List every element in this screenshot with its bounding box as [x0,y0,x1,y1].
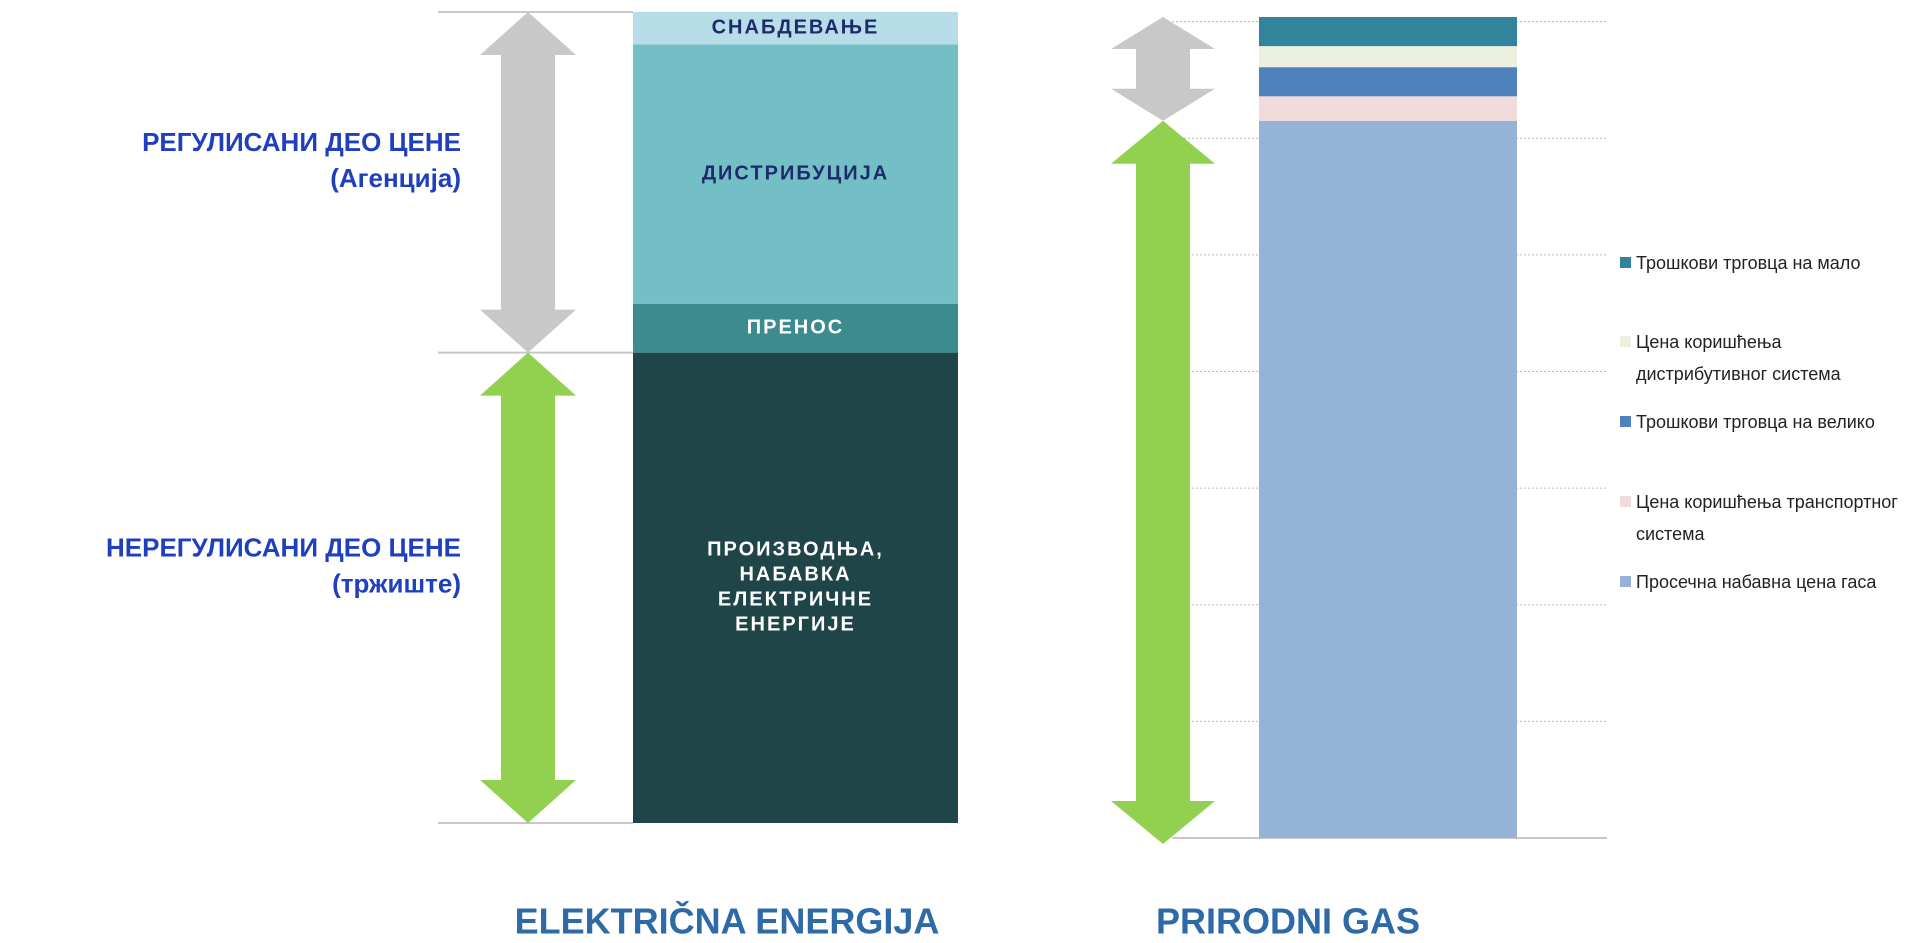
arrow [480,12,576,353]
chart-title: PRIRODNI GAS [1156,901,1420,942]
legend-item: Цена коришћења транспортног система [1620,486,1914,550]
legend-swatch [1620,576,1631,587]
legend-item: Трошкови трговца на велико [1620,406,1914,438]
legend-swatch [1620,416,1631,427]
legend-label: Цена коришћења дистрибутивног система [1636,332,1841,384]
bar-segment [633,44,958,304]
annotation: РЕГУЛИСАНИ ДЕО ЦЕНЕ [142,127,461,157]
annotation-sub: (Агенција) [330,163,461,193]
bar-segment [633,12,958,45]
arrow [1111,16,1215,121]
legend-label: Просечна набавна цена гаса [1636,572,1877,592]
segment-label: ПРЕНОС [747,317,845,339]
legend-swatch [1620,496,1631,507]
bar-segment [633,303,958,353]
segment-label: ДИСТРИБУЦИЈА [702,162,889,184]
arrow [1111,120,1215,844]
legend-label: Трошкови трговца на велико [1636,412,1875,432]
legend-item: Просечна набавна цена гаса [1620,566,1914,598]
segment-label: ПРОИЗВОДЊА, [707,539,884,561]
segment-label: НАБАВКА [739,564,851,586]
arrow [480,352,576,823]
legend-swatch [1620,257,1631,268]
legend-label: Цена коришћења транспортног система [1636,492,1898,544]
bar-segment [1259,16,1517,47]
legend-item: Трошкови трговца на мало [1620,247,1914,279]
annotation: НЕРЕГУЛИСАНИ ДЕО ЦЕНЕ [106,533,461,563]
legend-item: Цена коришћења дистрибутивног система [1620,326,1914,390]
bar-segment [633,352,958,823]
bar-segment [1259,67,1517,97]
segment-label: СНАБДЕВАЊЕ [712,17,880,39]
bar-segment [1259,46,1517,68]
segment-label: ЕНЕРГИЈЕ [735,614,856,636]
chart-title: ELEKTRIČNA ENERGIJA [515,900,940,942]
segment-label: ЕЛЕКТРИЧНЕ [718,589,873,611]
legend-label: Трошкови трговца на мало [1636,253,1861,273]
legend-swatch [1620,336,1631,347]
annotation-sub: (тржиште) [332,569,461,599]
bar-segment [1259,96,1517,121]
bar-segment [1259,120,1517,838]
